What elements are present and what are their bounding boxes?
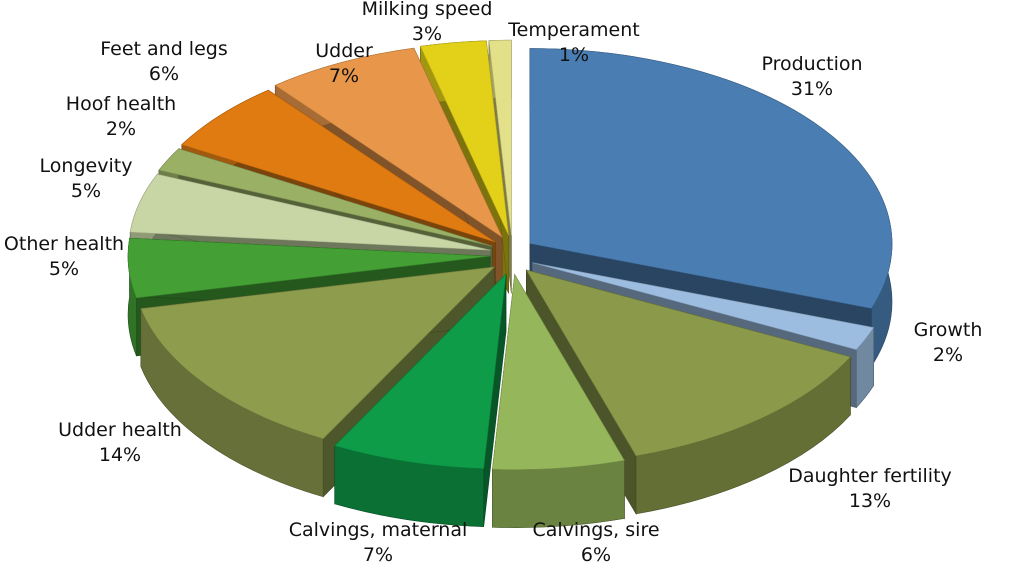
value-temperament: 1%: [559, 44, 589, 66]
value-udder: 7%: [329, 65, 359, 87]
slice-growth: [532, 262, 875, 350]
label-hoof-health: Hoof health: [66, 93, 176, 115]
label-udder-health: Udder health: [58, 419, 182, 441]
value-longevity: 5%: [71, 180, 101, 202]
slice-temperament: [488, 39, 512, 236]
label-longevity: Longevity: [40, 155, 133, 177]
slice-rim-calvings-sire: [492, 460, 625, 528]
value-hoof-health: 2%: [106, 118, 136, 140]
value-calvings-maternal: 7%: [363, 544, 393, 566]
label-growth: Growth: [914, 319, 983, 341]
slice-production: [529, 48, 893, 309]
label-daughter-fertility: Daughter fertility: [788, 465, 952, 487]
slice-milking-speed: [419, 40, 509, 236]
slice-labels: Production 31% Growth 2% Daughter fertility 1…: [4, 0, 982, 566]
slice-calvings-sire: [492, 273, 625, 470]
slice-longevity: [129, 173, 491, 251]
label-udder: Udder: [315, 40, 373, 62]
value-production: 31%: [791, 78, 833, 100]
label-calvings-maternal: Calvings, maternal: [289, 519, 468, 541]
slice-calvings-maternal: [334, 273, 507, 469]
slice-udder: [274, 47, 503, 239]
value-daughter-fertility: 13%: [849, 490, 891, 512]
label-feet-and-legs: Feet and legs: [100, 38, 227, 60]
slice-tops: [127, 39, 893, 470]
slice-hoof-health: [158, 148, 493, 247]
value-growth: 2%: [933, 344, 963, 366]
label-milking-speed: Milking speed: [362, 0, 493, 20]
label-temperament: Temperament: [507, 19, 639, 41]
label-other-health: Other health: [4, 233, 124, 255]
slice-other-health: [127, 237, 491, 299]
value-udder-health: 14%: [99, 444, 141, 466]
label-calvings-sire: Calvings, sire: [532, 519, 659, 541]
slice-daughter-fertility: [525, 269, 851, 457]
slice-udder-health: [140, 266, 496, 440]
value-calvings-sire: 6%: [581, 544, 611, 566]
value-other-health: 5%: [49, 258, 79, 280]
value-milking-speed: 3%: [412, 23, 442, 45]
slice-feet-and-legs: [181, 89, 496, 243]
value-feet-and-legs: 6%: [149, 63, 179, 85]
label-production: Production: [761, 53, 862, 75]
